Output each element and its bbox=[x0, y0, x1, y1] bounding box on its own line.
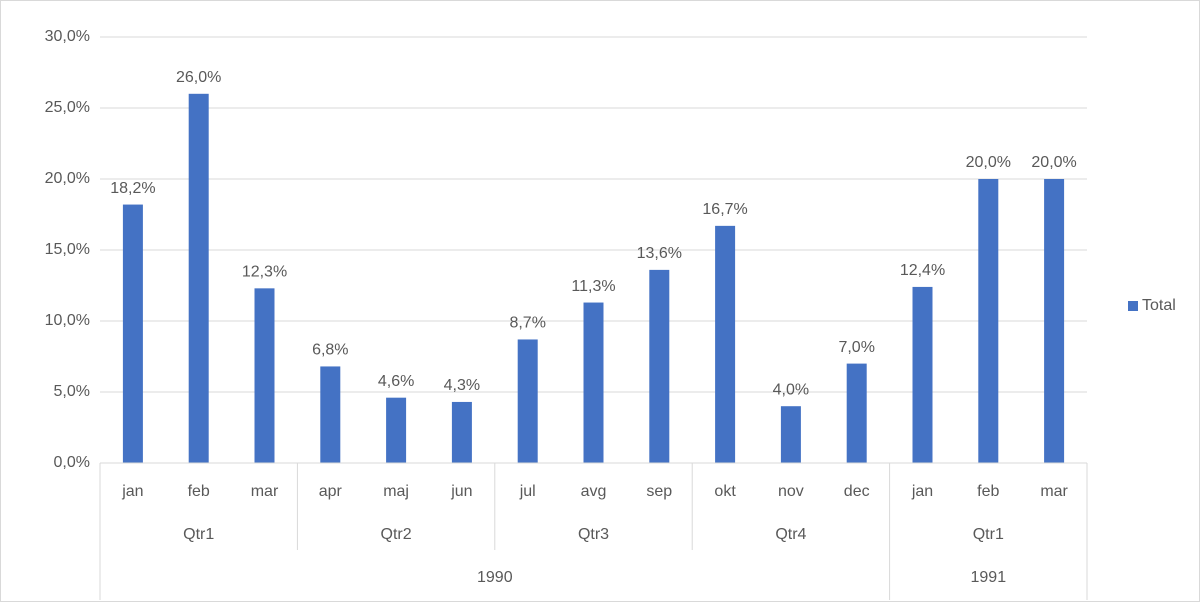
x-tick-label: feb bbox=[977, 483, 999, 500]
x-tick-label: jun bbox=[450, 483, 472, 500]
year-label: 1991 bbox=[971, 569, 1007, 586]
quarter-label: Qtr1 bbox=[183, 526, 214, 543]
quarter-label: Qtr1 bbox=[973, 526, 1004, 543]
x-tick-label: jan bbox=[911, 483, 933, 500]
data-label: 20,0% bbox=[966, 154, 1011, 171]
legend-label: Total bbox=[1142, 297, 1176, 314]
data-label: 4,0% bbox=[773, 381, 809, 398]
bar bbox=[715, 225, 736, 463]
x-tick-label: feb bbox=[188, 483, 210, 500]
x-tick-label: apr bbox=[319, 483, 343, 500]
bar bbox=[320, 366, 341, 463]
y-tick-label: 10,0% bbox=[45, 312, 90, 329]
bar bbox=[780, 406, 801, 463]
x-tick-label: okt bbox=[714, 483, 736, 500]
quarter-label: Qtr4 bbox=[775, 526, 806, 543]
bar bbox=[451, 401, 472, 463]
data-label: 12,4% bbox=[900, 262, 945, 279]
x-tick-label: nov bbox=[778, 483, 804, 500]
bar bbox=[649, 269, 670, 463]
data-label: 11,3% bbox=[571, 278, 615, 295]
x-tick-label: avg bbox=[581, 483, 607, 500]
y-tick-label: 30,0% bbox=[45, 28, 90, 45]
data-label: 6,8% bbox=[312, 342, 348, 359]
data-label: 20,0% bbox=[1031, 154, 1076, 171]
bar bbox=[517, 339, 538, 463]
y-tick-label: 25,0% bbox=[45, 99, 90, 116]
data-label: 7,0% bbox=[838, 339, 874, 356]
y-tick-label: 5,0% bbox=[54, 383, 90, 400]
bar bbox=[1044, 179, 1065, 463]
x-tick-label: sep bbox=[646, 483, 672, 500]
quarter-label: Qtr3 bbox=[578, 526, 609, 543]
bar bbox=[122, 204, 143, 463]
bar bbox=[846, 363, 867, 463]
bar bbox=[583, 302, 604, 463]
legend-swatch bbox=[1128, 301, 1138, 311]
x-tick-label: maj bbox=[383, 483, 409, 500]
year-label: 1990 bbox=[477, 569, 513, 586]
data-label: 18,2% bbox=[110, 180, 155, 197]
data-label: 12,3% bbox=[242, 264, 287, 281]
bar bbox=[386, 397, 407, 463]
data-label: 13,6% bbox=[637, 245, 682, 262]
y-tick-label: 20,0% bbox=[45, 170, 90, 187]
y-tick-label: 15,0% bbox=[45, 241, 90, 258]
data-label: 16,7% bbox=[702, 201, 747, 218]
x-tick-label: jan bbox=[121, 483, 143, 500]
data-label: 26,0% bbox=[176, 69, 221, 86]
bar bbox=[978, 179, 999, 463]
data-label: 4,3% bbox=[444, 377, 480, 394]
y-tick-label: 0,0% bbox=[54, 454, 90, 471]
x-tick-label: jul bbox=[519, 483, 536, 500]
x-tick-label: mar bbox=[1040, 483, 1068, 500]
bar bbox=[188, 93, 209, 464]
bar bbox=[254, 288, 275, 463]
x-tick-label: dec bbox=[844, 483, 870, 500]
quarter-label: Qtr2 bbox=[381, 526, 412, 543]
bar bbox=[912, 286, 933, 463]
x-tick-label: mar bbox=[251, 483, 279, 500]
data-label: 4,6% bbox=[378, 373, 414, 390]
data-label: 8,7% bbox=[509, 315, 545, 332]
